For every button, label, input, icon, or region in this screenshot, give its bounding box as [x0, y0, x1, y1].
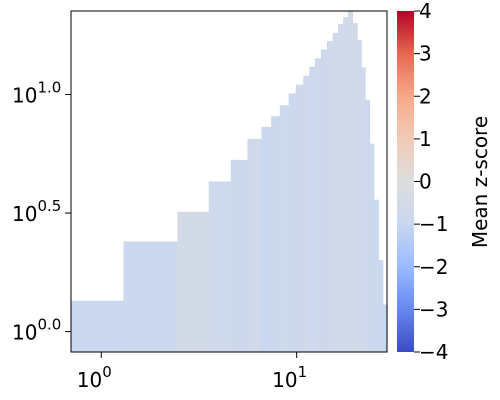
x-tick-label-0: 100 [77, 363, 112, 392]
heatmap-cell-17 [338, 24, 344, 352]
x-axis-ticks: 100 101 [77, 352, 307, 392]
heatmap-cell-26 [378, 260, 383, 352]
heatmap-cell-3 [209, 181, 232, 352]
colorbar-tick-label-4: 0 [419, 170, 432, 194]
heatmap-cell-25 [374, 200, 379, 352]
colorbar-tick-label-2: 2 [419, 84, 432, 108]
heatmap-cell-12 [309, 67, 315, 352]
heatmap-cell-4 [231, 160, 248, 352]
colorbar-tick-label-5: −1 [419, 212, 448, 236]
colorbar-tick-label-6: −2 [419, 255, 448, 279]
y-tick-label-2: 101.0 [12, 78, 61, 107]
colorbar-label: Mean z-score [468, 116, 492, 248]
colorbar: 4 3 2 1 0 −1 −2 −3 −4 Mean z-score [397, 0, 492, 364]
heatmap-cell-0 [71, 301, 124, 352]
colorbar-tick-label-3: 1 [419, 127, 432, 151]
y-axis-ticks: 100.0 100.5 101.0 [12, 78, 71, 344]
heatmap-cell-13 [315, 58, 322, 352]
heatmap-cell-21 [357, 40, 362, 352]
heatmap-cell-15 [327, 41, 333, 352]
colorbar-tick-label-1: 3 [419, 42, 432, 66]
heatmap-cell-16 [333, 33, 339, 352]
heatmap-cell-22 [361, 67, 365, 352]
heatmap-cell-2 [177, 212, 209, 352]
heatmap-cell-20 [352, 23, 357, 352]
colorbar-tick-label-7: −3 [419, 297, 448, 321]
heatmap-cell-1 [124, 241, 178, 352]
heatmap-cell-18 [343, 17, 348, 352]
heatmap-cell-19 [348, 11, 353, 352]
colorbar-ticks: 4 3 2 1 0 −1 −2 −3 −4 [414, 0, 448, 364]
heatmap-cell-24 [370, 144, 375, 352]
heatmap-cell-6 [261, 127, 271, 352]
heatmap-cell-10 [296, 85, 304, 352]
heatmap-cell-8 [280, 105, 289, 352]
heatmap-cell-11 [303, 76, 310, 352]
heatmap-cell-9 [289, 93, 297, 352]
heatmap-cell-5 [247, 139, 262, 352]
heatmap-cells [71, 11, 388, 352]
colorbar-tick-label-8: −4 [419, 340, 448, 364]
colorbar-gradient [397, 11, 414, 352]
y-tick-label-0: 100.0 [12, 316, 61, 345]
colorbar-tick-label-0: 4 [419, 0, 432, 23]
heatmap-cell-14 [321, 49, 328, 352]
x-tick-label-1: 101 [272, 363, 307, 392]
heatmap-cell-7 [271, 116, 280, 352]
heatmap-cell-23 [365, 100, 370, 352]
y-tick-label-1: 100.5 [12, 197, 61, 226]
